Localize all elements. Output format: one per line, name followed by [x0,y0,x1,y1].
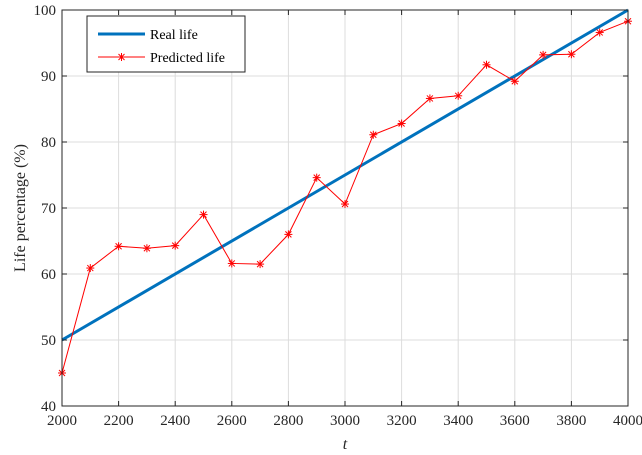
data-point-predicted-life [482,60,491,69]
data-point-predicted-life [86,264,95,273]
marker-stroke [313,174,321,181]
marker-stroke [596,29,604,36]
data-point-predicted-life [171,241,180,250]
marker-stroke [511,77,519,85]
x-tick-label: 2400 [160,413,190,429]
data-point-predicted-life [341,200,349,209]
data-point-predicted-life [227,259,236,268]
legend: Real life Predicted life [86,15,246,73]
x-tick-label: 2800 [273,413,303,429]
x-tick-label: 3000 [330,413,360,429]
marker-stroke [115,242,122,250]
data-point-predicted-life [539,50,548,59]
x-tick-label: 4000 [613,413,642,429]
series-line-real-life [61,8,629,342]
legend-asterisk [117,53,126,61]
y-tick-label: 80 [41,135,56,151]
x-tick-label: 3600 [500,413,530,429]
marker-stroke [200,211,207,218]
marker-stroke [369,131,377,139]
marker-stroke [568,50,575,58]
data-point-predicted-life [256,260,265,269]
data-point-predicted-life [142,244,151,253]
marker-stroke [454,92,462,100]
y-tick-label: 100 [34,3,57,19]
y-tick-label: 60 [41,267,56,283]
data-point-predicted-life [595,28,604,37]
y-tick-label: 50 [41,333,56,349]
legend-box [86,15,246,73]
data-point-predicted-life [312,173,321,182]
x-axis-title: t [343,436,348,453]
y-axis-title: Life percentage (%) [12,144,29,272]
marker-stroke [539,51,547,59]
marker-stroke [118,53,125,61]
data-point-predicted-life [397,119,406,128]
y-tick-label: 70 [41,201,56,217]
x-tick-label: 3200 [387,413,417,429]
x-tick-label: 2200 [104,413,134,429]
data-point-predicted-life [284,230,293,239]
x-tick-label: 2000 [47,413,77,429]
marker-stroke [143,244,151,252]
legend-label-predicted-life: Predicted life [150,51,225,66]
x-tick-label: 2600 [217,413,247,429]
data-point-predicted-life [567,50,576,59]
data-point-predicted-life [369,130,378,139]
axis-ticks: 2000 2200 2400 2600 2800 3000 3200 3400 3600 3800… [34,3,642,429]
marker-stroke [483,61,490,69]
y-tick-label: 90 [41,69,56,85]
plot-area [58,8,632,377]
x-tick-label: 3400 [443,413,473,429]
marker-stroke [285,231,292,238]
data-point-predicted-life [114,242,123,251]
marker-stroke [398,120,405,127]
marker-stroke [256,260,264,268]
legend-label-real-life: Real life [150,28,198,43]
marker-stroke [86,264,94,272]
marker-stroke [228,260,236,267]
x-tick-label: 3800 [556,413,586,429]
marker-stroke [341,200,349,208]
marker-stroke [426,95,434,102]
data-point-predicted-life [199,210,208,219]
marker-stroke [171,242,179,249]
data-point-predicted-life [510,77,519,86]
legend-marker-predicted-life [117,53,126,61]
y-tick-label: 40 [41,399,56,415]
data-point-predicted-life [454,91,463,100]
data-point-predicted-life [425,94,434,103]
